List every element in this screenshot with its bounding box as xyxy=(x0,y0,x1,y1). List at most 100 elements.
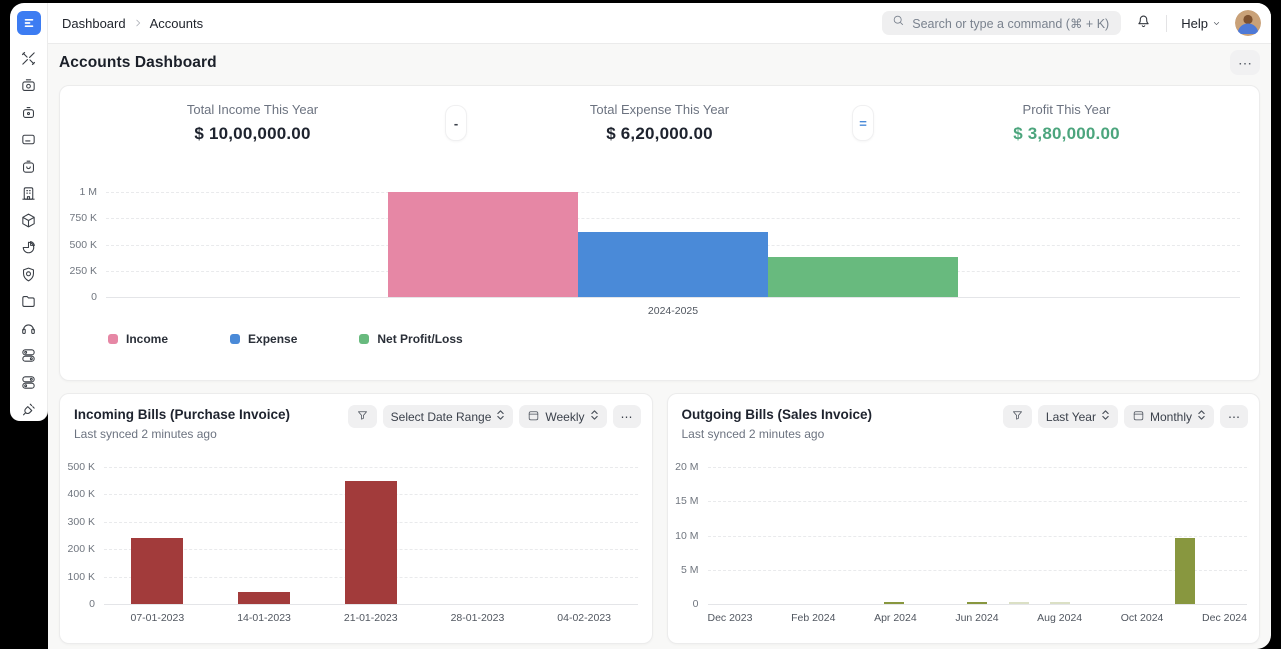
incoming-bills-chart: 500 K 400 K 300 K 200 K 100 K 0 07-01-2023 14-0… xyxy=(60,461,652,624)
bar xyxy=(967,601,988,604)
legend-item: Income xyxy=(108,332,168,346)
outgoing-panel-title: Outgoing Bills (Sales Invoice) xyxy=(681,407,873,422)
app-sidebar xyxy=(10,3,48,421)
search-icon xyxy=(892,14,905,32)
support-icon[interactable] xyxy=(19,319,39,337)
profit-summary: Profit This Year $ 3,80,000.00 xyxy=(874,102,1259,144)
help-menu[interactable]: Help xyxy=(1181,16,1221,31)
search-placeholder: Search or type a command (⌘ + K) xyxy=(912,16,1110,31)
outgoing-more-button[interactable]: ⋯ xyxy=(1220,405,1248,428)
bar xyxy=(1008,602,1029,604)
expense-label: Total Expense This Year xyxy=(589,102,730,117)
topbar-right: Search or type a command (⌘ + K) Help xyxy=(882,10,1261,36)
sort-chevrons-icon xyxy=(590,409,599,424)
outgoing-date-range-select[interactable]: Last Year xyxy=(1037,405,1118,428)
organization-icon[interactable] xyxy=(19,184,39,202)
legend-item: Net Profit/Loss xyxy=(359,332,463,346)
bar xyxy=(344,480,397,604)
selling-icon[interactable] xyxy=(19,157,39,175)
outgoing-filter-button[interactable] xyxy=(1002,405,1032,428)
outgoing-panel-controls: Last Year Monthly ⋯ xyxy=(1002,405,1248,428)
users-icon[interactable] xyxy=(19,346,39,364)
bar xyxy=(131,538,184,604)
bar xyxy=(884,601,905,604)
expense-value: $ 6,20,000.00 xyxy=(606,124,713,143)
user-avatar[interactable] xyxy=(1235,10,1261,36)
payments-icon[interactable] xyxy=(19,103,39,121)
income-label: Total Income This Year xyxy=(186,102,319,117)
top-navbar: Dashboard Accounts Search or type a comm… xyxy=(48,3,1271,44)
outgoing-bills-panel: Outgoing Bills (Sales Invoice) Last sync… xyxy=(666,393,1260,644)
topbar-divider xyxy=(1166,14,1168,32)
website-icon[interactable] xyxy=(19,373,39,391)
breadcrumb-accounts[interactable]: Accounts xyxy=(149,15,204,31)
chevron-right-icon xyxy=(133,16,143,31)
profit-value: $ 3,80,000.00 xyxy=(1013,124,1120,143)
quality-icon[interactable] xyxy=(19,265,39,283)
filter-funnel-icon xyxy=(356,409,369,425)
page-title: Accounts Dashboard xyxy=(59,53,217,71)
bar xyxy=(1174,537,1195,604)
projects-icon[interactable] xyxy=(19,292,39,310)
outgoing-last-synced: Last synced 2 minutes ago xyxy=(681,427,825,441)
calendar-icon xyxy=(1132,409,1145,425)
incoming-date-range-select[interactable]: Select Date Range xyxy=(382,405,514,428)
app-window: Dashboard Accounts Search or type a comm… xyxy=(10,3,1271,649)
bar xyxy=(238,591,291,604)
profit-label: Profit This Year xyxy=(1022,102,1111,117)
minus-operator: - xyxy=(445,105,467,141)
profit-loss-chart: 1 M 750 K 500 K 250 K 0 2024-2025 Income Expens… xyxy=(60,186,1259,346)
sort-chevrons-icon xyxy=(496,409,505,424)
total-income-summary: Total Income This Year $ 10,00,000.00 xyxy=(60,102,445,144)
incoming-filter-button[interactable] xyxy=(347,405,377,428)
breadcrumb-dashboard[interactable]: Dashboard xyxy=(62,15,126,31)
integrations-icon[interactable] xyxy=(19,400,39,418)
total-expense-summary: Total Expense This Year $ 6,20,000.00 xyxy=(467,102,852,144)
profit-loss-card: Total Income This Year $ 10,00,000.00 - … xyxy=(59,85,1260,381)
help-label: Help xyxy=(1181,15,1208,31)
equals-operator: = xyxy=(852,105,874,141)
sort-chevrons-icon xyxy=(1197,409,1206,424)
chart-legend: Income Expense Net Profit/Loss xyxy=(108,332,1259,346)
accounting-icon[interactable] xyxy=(19,76,39,94)
banking-icon[interactable] xyxy=(19,130,39,148)
workspace-icon-list xyxy=(19,49,39,418)
incoming-more-button[interactable]: ⋯ xyxy=(612,405,641,428)
page-more-button[interactable]: ⋯ xyxy=(1230,50,1260,75)
outgoing-date-range-label: Last Year xyxy=(1045,409,1096,424)
bar xyxy=(768,257,958,297)
incoming-date-range-label: Select Date Range xyxy=(390,409,492,424)
notifications-bell-icon[interactable] xyxy=(1135,12,1152,34)
incoming-panel-title: Incoming Bills (Purchase Invoice) xyxy=(74,407,291,422)
incoming-frequency-label: Weekly xyxy=(545,409,585,424)
tools-icon[interactable] xyxy=(19,49,39,67)
analytics-icon[interactable] xyxy=(19,238,39,256)
dashboard-content: Accounts Dashboard ⋯ Total Income This Y… xyxy=(48,44,1271,649)
incoming-panel-header: Incoming Bills (Purchase Invoice) Last s… xyxy=(60,394,652,441)
outgoing-frequency-select[interactable]: Monthly xyxy=(1123,405,1214,428)
summary-row: Total Income This Year $ 10,00,000.00 - … xyxy=(60,102,1259,144)
search-input[interactable]: Search or type a command (⌘ + K) xyxy=(882,11,1122,35)
bills-panels: Incoming Bills (Purchase Invoice) Last s… xyxy=(59,393,1260,644)
incoming-frequency-select[interactable]: Weekly xyxy=(519,405,607,428)
incoming-panel-controls: Select Date Range Weekly ⋯ xyxy=(347,405,641,428)
legend-item: Expense xyxy=(230,332,297,346)
incoming-last-synced: Last synced 2 minutes ago xyxy=(74,427,217,441)
outgoing-panel-header: Outgoing Bills (Sales Invoice) Last sync… xyxy=(668,394,1260,441)
filter-funnel-icon xyxy=(1011,409,1024,425)
app-logo-icon[interactable] xyxy=(16,11,41,35)
bar xyxy=(578,231,768,297)
calendar-icon xyxy=(527,409,540,425)
breadcrumb: Dashboard Accounts xyxy=(62,16,203,31)
bar xyxy=(388,192,578,297)
bar xyxy=(1050,602,1071,604)
page-header: Accounts Dashboard ⋯ xyxy=(59,44,1260,81)
chevron-down-icon xyxy=(1212,16,1221,31)
main-area: Dashboard Accounts Search or type a comm… xyxy=(48,3,1271,649)
outgoing-frequency-label: Monthly xyxy=(1149,409,1192,424)
income-value: $ 10,00,000.00 xyxy=(194,124,311,143)
incoming-bills-panel: Incoming Bills (Purchase Invoice) Last s… xyxy=(59,393,653,644)
stock-icon[interactable] xyxy=(19,211,39,229)
